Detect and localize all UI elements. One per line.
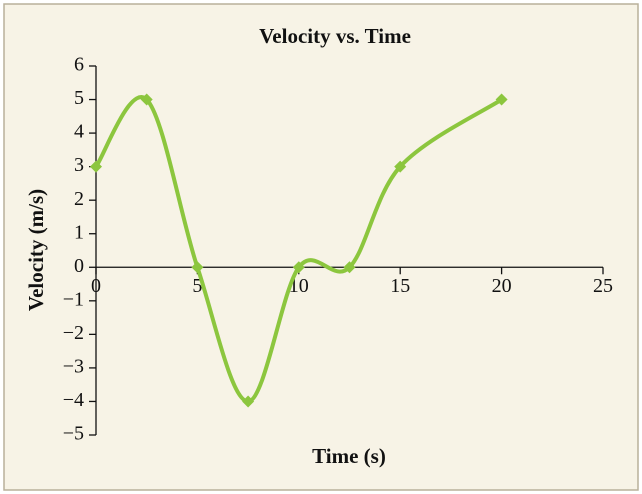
y-tick-label: 1 bbox=[74, 221, 84, 243]
point bbox=[90, 160, 102, 173]
point bbox=[140, 93, 153, 106]
point bbox=[394, 160, 407, 173]
y-tick-label: 3 bbox=[74, 154, 84, 176]
x-tick-label: 25 bbox=[593, 275, 613, 297]
y-tick-label: 5 bbox=[74, 87, 84, 109]
x-tick-label: 15 bbox=[390, 275, 410, 297]
x-tick-label: 5 bbox=[192, 275, 202, 297]
y-tick-label: −4 bbox=[63, 389, 84, 411]
y-tick-label: −1 bbox=[63, 288, 84, 310]
y-tick-label: 0 bbox=[74, 255, 84, 277]
point bbox=[343, 261, 356, 274]
x-tick-label: 0 bbox=[91, 275, 101, 297]
y-tick-label: −2 bbox=[63, 322, 84, 344]
line bbox=[94, 95, 503, 404]
x-tick-label: 20 bbox=[492, 275, 512, 297]
y-tick-label: −3 bbox=[63, 356, 84, 378]
point bbox=[191, 261, 204, 274]
y-tick-label: 4 bbox=[74, 121, 84, 143]
y-tick-label: −5 bbox=[63, 423, 84, 445]
chart-title: Velocity vs. Time bbox=[259, 24, 411, 48]
y-axis-title: Velocity (m/s) bbox=[24, 189, 48, 311]
chart-background bbox=[3, 3, 639, 491]
point bbox=[495, 93, 508, 106]
point bbox=[242, 395, 255, 408]
y-tick-label: 2 bbox=[74, 188, 84, 210]
y-tick-label: 6 bbox=[74, 54, 84, 76]
point bbox=[292, 261, 305, 274]
x-axis-title: Time (s) bbox=[312, 444, 386, 468]
